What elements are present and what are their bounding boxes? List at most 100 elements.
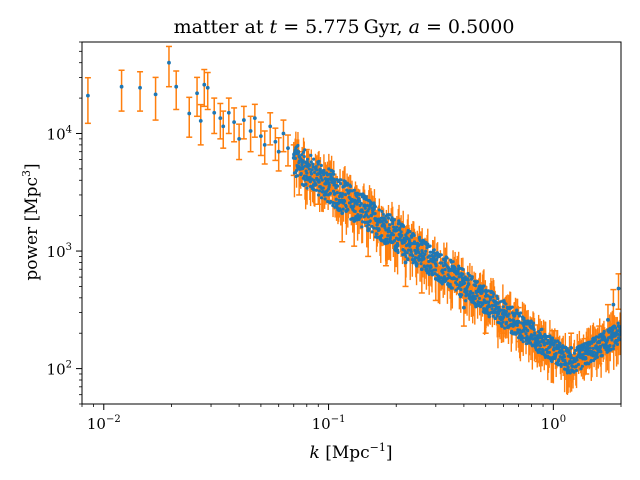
data-point bbox=[86, 93, 90, 98]
y-axis-ticks: 102 103 104 bbox=[47, 41, 82, 405]
data-point bbox=[291, 155, 296, 160]
data-point bbox=[486, 300, 491, 304]
data-point bbox=[490, 303, 494, 308]
data-point bbox=[420, 242, 424, 246]
data-point bbox=[578, 356, 582, 360]
data-point bbox=[430, 270, 434, 275]
data-point bbox=[416, 248, 420, 252]
data-point bbox=[456, 286, 460, 290]
data-point bbox=[342, 199, 347, 203]
data-point bbox=[517, 314, 522, 318]
data-point bbox=[433, 268, 438, 272]
data-point bbox=[428, 244, 432, 248]
data-point bbox=[440, 268, 445, 272]
data-point bbox=[258, 134, 263, 139]
errorbar-group bbox=[84, 45, 621, 375]
data-point bbox=[461, 272, 465, 276]
data-point bbox=[380, 209, 384, 214]
data-point bbox=[504, 302, 508, 306]
data-point bbox=[416, 244, 421, 248]
data-point bbox=[591, 346, 595, 351]
data-point bbox=[419, 262, 423, 266]
data-point bbox=[432, 254, 437, 258]
data-point bbox=[396, 250, 400, 255]
data-point bbox=[377, 208, 381, 212]
data-point bbox=[547, 350, 552, 355]
data-point bbox=[503, 326, 507, 330]
data-point bbox=[312, 170, 317, 174]
data-point bbox=[363, 203, 367, 208]
data-point bbox=[339, 178, 343, 182]
data-point bbox=[232, 120, 237, 124]
data-point bbox=[492, 292, 496, 296]
data-point bbox=[411, 254, 415, 258]
data-point bbox=[540, 327, 544, 331]
data-point bbox=[521, 340, 525, 344]
data-point bbox=[380, 233, 384, 238]
data-point bbox=[496, 297, 500, 301]
data-point bbox=[429, 265, 433, 269]
y-tick-label: 104 bbox=[47, 124, 72, 143]
data-point bbox=[546, 340, 550, 344]
data-point bbox=[487, 304, 492, 309]
data-point bbox=[404, 255, 408, 259]
data-point bbox=[608, 344, 612, 348]
chart-title: matter at t = 5.775 Gyr, a = 0.5000 bbox=[174, 16, 515, 38]
data-point bbox=[355, 202, 359, 206]
data-point bbox=[423, 252, 427, 256]
data-point bbox=[465, 289, 469, 293]
data-point bbox=[565, 347, 569, 351]
data-point bbox=[399, 230, 403, 234]
data-point bbox=[328, 191, 333, 195]
data-point bbox=[153, 92, 158, 97]
data-point bbox=[307, 167, 312, 171]
data-point bbox=[366, 215, 370, 219]
data-point bbox=[461, 305, 466, 310]
data-point bbox=[409, 250, 413, 254]
data-point bbox=[526, 329, 530, 333]
data-point bbox=[536, 343, 540, 347]
data-point bbox=[218, 116, 223, 121]
data-point bbox=[341, 207, 345, 211]
data-point bbox=[373, 211, 377, 216]
data-point bbox=[322, 171, 326, 175]
data-point bbox=[473, 283, 478, 288]
data-point bbox=[410, 235, 414, 239]
data-point bbox=[599, 350, 603, 354]
data-point bbox=[366, 228, 371, 233]
data-point bbox=[241, 118, 246, 122]
data-point bbox=[402, 224, 406, 228]
data-point bbox=[501, 315, 506, 319]
data-point bbox=[297, 166, 302, 171]
data-point bbox=[556, 363, 560, 367]
data-point bbox=[419, 267, 424, 272]
data-point bbox=[346, 208, 350, 212]
data-point bbox=[483, 310, 488, 315]
data-point bbox=[611, 327, 615, 332]
data-point bbox=[440, 282, 444, 286]
data-point bbox=[361, 210, 365, 214]
data-point bbox=[375, 235, 380, 240]
data-point bbox=[496, 312, 501, 316]
data-point bbox=[510, 329, 514, 333]
data-point bbox=[592, 353, 596, 357]
data-point bbox=[294, 168, 299, 173]
data-point bbox=[309, 153, 313, 157]
data-point bbox=[327, 167, 331, 171]
data-point bbox=[377, 227, 381, 232]
data-point bbox=[610, 338, 614, 342]
data-point bbox=[276, 149, 281, 154]
data-point bbox=[505, 320, 509, 324]
data-point bbox=[513, 313, 517, 318]
data-point bbox=[533, 331, 537, 335]
data-point bbox=[481, 302, 485, 306]
x-tick-label: 100 bbox=[541, 414, 566, 433]
data-point bbox=[457, 272, 461, 276]
data-point bbox=[312, 188, 316, 192]
data-point bbox=[237, 136, 242, 141]
data-point bbox=[195, 91, 199, 96]
data-point bbox=[386, 216, 391, 220]
data-point bbox=[322, 168, 326, 172]
data-point bbox=[320, 178, 324, 182]
data-point bbox=[326, 172, 330, 177]
